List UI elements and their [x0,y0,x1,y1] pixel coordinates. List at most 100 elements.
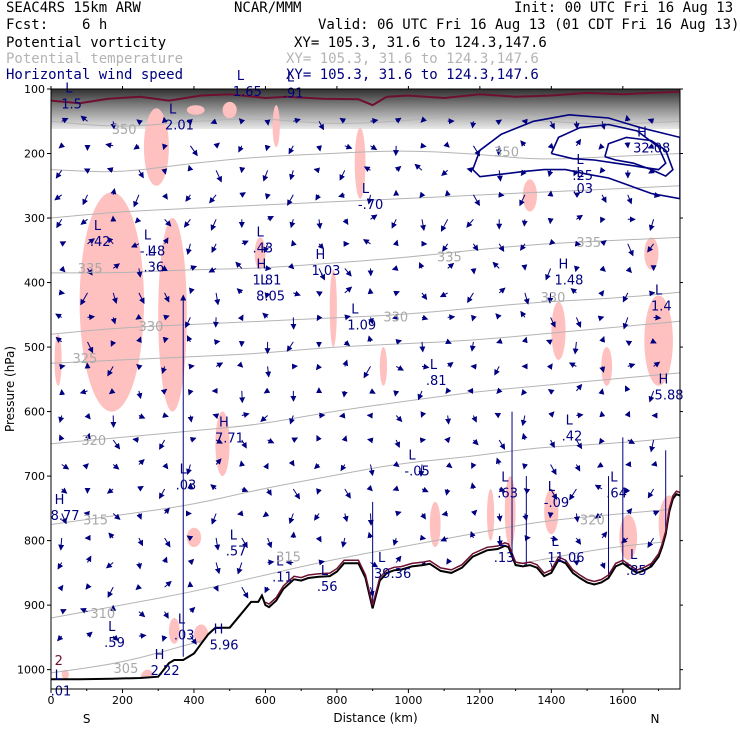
wind-arrow [264,193,271,200]
wind-arrow [210,484,217,491]
wind-arrow [625,266,632,274]
wind-arrow [264,586,270,594]
extremum-value: 11.06 [547,551,584,566]
wind-arrow [652,510,660,517]
wind-arrow [189,437,197,443]
wind-arrow [187,164,194,172]
wind-arrow [573,513,580,523]
extremum-kind: H [155,648,165,663]
wind-arrow [550,488,558,500]
wind-arrow [439,291,448,298]
pv-shaded-region [504,476,516,548]
wind-arrow [241,586,249,599]
wind-extremum-label: L39.36 [374,551,411,582]
extremum-value: .57 [226,545,247,560]
wind-arrow [340,537,347,548]
wind-arrow [420,142,427,149]
wind-arrow [185,317,191,329]
extremum-kind: L [548,480,556,495]
extremum-kind: L [276,554,284,569]
y-tick-label: 200 [24,148,45,161]
wind-arrow [161,116,168,124]
wind-arrow [573,192,581,198]
wind-arrow [134,217,142,224]
extremum-value: .63 [497,486,518,501]
wind-arrow [370,561,379,568]
y-axis-label: Pressure (hPa) [3,346,17,432]
wind-arrow [112,513,121,520]
wind-arrow [575,439,583,450]
wind-arrow [163,507,170,515]
wind-arrow [164,218,172,227]
wind-arrow [61,463,70,470]
x-tick-label: 800 [326,694,347,707]
wind-arrow [545,268,552,281]
wind-arrow [185,194,192,202]
wind-arrow [105,562,114,569]
wind-extremum-label: L.42 [562,414,583,445]
wind-extremum-label: H2.22 [151,648,180,679]
wind-arrow [341,435,348,442]
wind-arrow [370,214,378,221]
wind-arrow [568,362,577,368]
wind-arrow [520,415,527,427]
wind-arrow [110,340,117,347]
wind-arrow [647,243,655,253]
wind-extremum-label: L-.09 [544,480,569,511]
wind-arrow [267,437,275,444]
extremum-value: 1.5 [61,97,82,112]
wind-arrow [292,488,301,500]
wind-arrow [338,192,345,198]
extremum-kind: L [430,358,438,373]
theta-label: 310 [90,607,115,622]
wind-arrow [470,509,478,516]
wind-arrow [392,239,399,247]
wind-extremum-label: H32.08 [633,125,670,156]
wind-arrow [317,242,325,250]
extremum-kind: L [408,449,416,464]
wind-arrow [446,558,453,565]
wind-arrow [161,635,168,642]
extremum-value: 39.36 [374,567,411,582]
wind-arrow [440,536,448,542]
wind-arrow [547,292,554,304]
wind-extremum-label: L.85 [626,548,647,579]
theta-label: 335 [576,236,601,251]
wind-extremum-label: L.13 [494,535,515,566]
wind-arrow [315,535,322,543]
wind-arrow [318,268,325,281]
wind-arrow [164,537,171,548]
extremum-kind: L [630,548,638,563]
wind-arrow [135,313,143,320]
wind-arrow [575,537,582,545]
pv-shaded-region [329,269,337,348]
wind-arrow [264,144,271,152]
wind-extremum-label: L.81 [426,358,447,389]
field-name-theta: Potential temperature [6,51,184,67]
wind-arrow [189,145,198,157]
wind-arrow [440,219,449,232]
wind-extremum-label: L.03 [174,612,195,643]
theta-label: 330 [541,291,566,306]
wind-arrow [84,412,91,420]
wind-extremum-label: L.91 [283,70,304,101]
theta-label: 320 [81,434,106,449]
wind-arrow [414,163,423,171]
wind-arrow [392,537,399,546]
wind-arrow [82,194,88,206]
wind-arrow [600,194,607,203]
wind-arrow [266,537,273,549]
wind-arrow [293,117,301,124]
theta-contour [51,150,680,173]
wind-arrow [162,462,169,470]
wind-arrow [498,439,506,450]
wind-arrow [162,412,169,418]
wind-arrow [316,145,322,152]
wind-arrow [576,214,584,221]
wind-arrow [447,262,455,270]
wind-arrow [159,488,166,500]
wind-arrow [648,219,655,232]
theta-contour [51,507,680,619]
wind-arrow [395,338,403,345]
